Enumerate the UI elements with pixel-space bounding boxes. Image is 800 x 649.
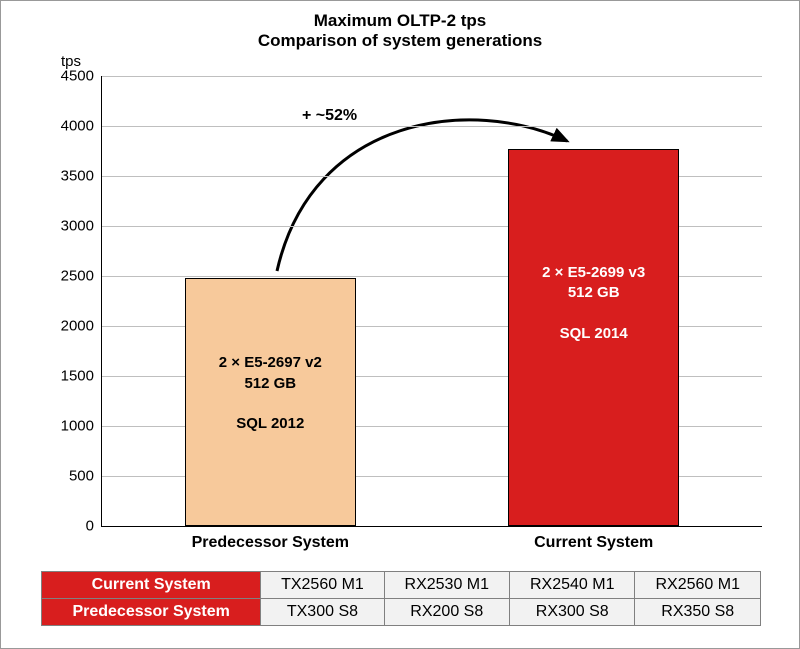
x-category-label: Current System: [534, 526, 653, 552]
table-cell: RX200 S8: [384, 599, 509, 626]
table-cell: TX2560 M1: [261, 572, 384, 599]
figure: Maximum OLTP-2 tps Comparison of system …: [0, 0, 800, 649]
x-category-label: Predecessor System: [192, 526, 349, 552]
y-tick-label: 2500: [61, 268, 102, 285]
table-cell: TX300 S8: [261, 599, 384, 626]
delta-annotation: + ~52%: [302, 107, 357, 125]
bar: 2 × E5-2699 v3512 GB SQL 2014: [508, 149, 680, 526]
table-cell: RX2540 M1: [510, 572, 635, 599]
systems-table: Current System TX2560 M1 RX2530 M1 RX254…: [41, 571, 761, 626]
chart-title-line2: Comparison of system generations: [258, 31, 542, 50]
chart-title: Maximum OLTP-2 tps Comparison of system …: [1, 11, 799, 52]
bar: 2 × E5-2697 v2512 GB SQL 2012: [185, 278, 357, 526]
chart-plot-area: + ~52% 050010001500200025003000350040004…: [101, 76, 762, 527]
table-cell: RX2530 M1: [384, 572, 509, 599]
table-cell: RX2560 M1: [635, 572, 761, 599]
gridline: [102, 76, 762, 77]
row-header: Predecessor System: [42, 599, 261, 626]
table-cell: RX350 S8: [635, 599, 761, 626]
y-tick-label: 3000: [61, 218, 102, 235]
y-tick-label: 1500: [61, 368, 102, 385]
bar-label: 2 × E5-2699 v3512 GB SQL 2014: [509, 263, 679, 344]
row-header: Current System: [42, 572, 261, 599]
chart-title-line1: Maximum OLTP-2 tps: [314, 11, 487, 30]
y-tick-label: 3500: [61, 168, 102, 185]
table-row: Current System TX2560 M1 RX2530 M1 RX254…: [42, 572, 761, 599]
y-tick-label: 2000: [61, 318, 102, 335]
y-tick-label: 1000: [61, 418, 102, 435]
table-cell: RX300 S8: [510, 599, 635, 626]
y-tick-label: 500: [69, 468, 102, 485]
table-row: Predecessor System TX300 S8 RX200 S8 RX3…: [42, 599, 761, 626]
y-tick-label: 4000: [61, 118, 102, 135]
y-tick-label: 0: [86, 518, 102, 535]
y-tick-label: 4500: [61, 68, 102, 85]
gridline: [102, 126, 762, 127]
bar-label: 2 × E5-2697 v2512 GB SQL 2012: [186, 353, 356, 434]
